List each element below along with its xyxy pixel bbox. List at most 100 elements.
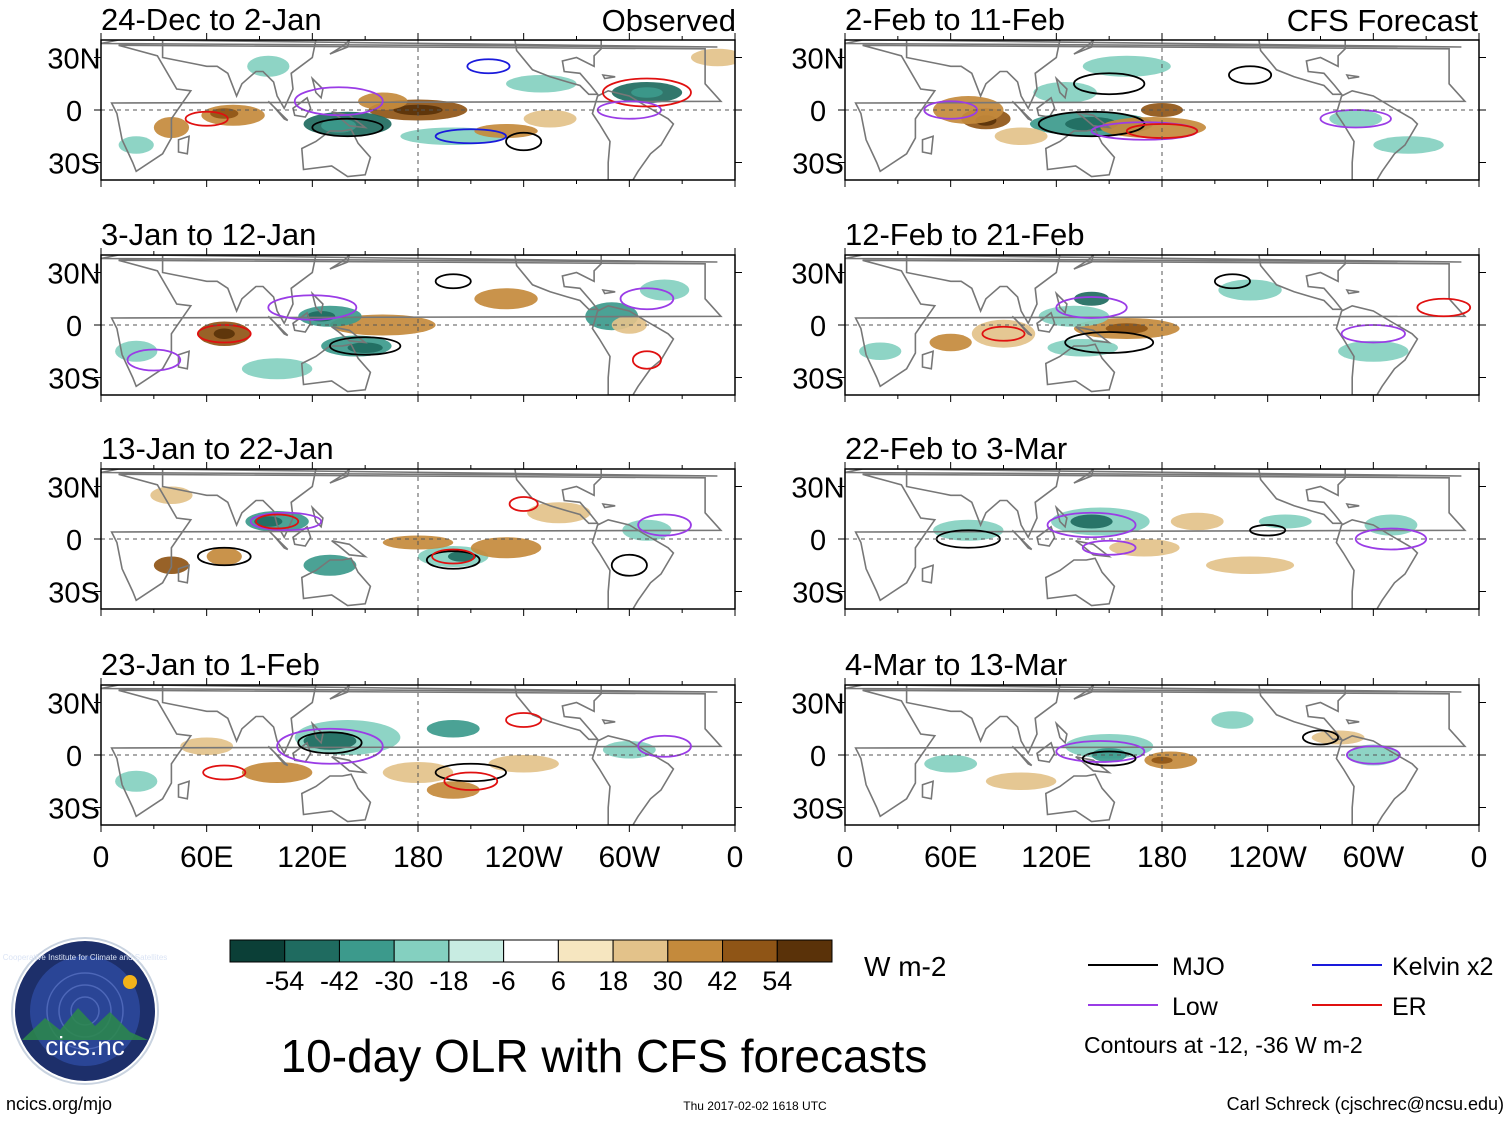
panel-period-title: 12-Feb to 21-Feb [845,217,1085,252]
land-outline [1258,685,1346,741]
land-outline [267,745,289,767]
colorbar-tick-label: 18 [598,966,628,996]
land-outline [1345,73,1360,80]
olr-anomaly-blob [859,342,902,360]
colorbar-tick-label: 54 [762,966,792,996]
olr-anomaly-blob [1070,514,1113,529]
legend-label-low: Low [1172,993,1219,1021]
lat-label: 0 [66,96,82,128]
wave-contour [1073,72,1146,96]
land-outline [905,40,1061,111]
land-outline [300,773,372,823]
figure-title: 10-day OLR with CFS forecasts [281,1030,928,1082]
olr-anomaly-blob [994,127,1048,145]
olr-anomaly-blob [150,486,193,504]
panel-map-area [101,469,735,609]
wave-contour [610,553,648,577]
olr-anomaly-blob [488,755,559,773]
legend-note: Contours at -12, -36 W m-2 [1084,1032,1363,1058]
wave-contour [505,712,543,728]
land-outline [1054,75,1068,100]
wave-contour [329,336,402,356]
wave-contour [923,100,978,120]
colorbar-swatch [722,939,778,963]
forecast-column-label: CFS Forecast [1287,3,1479,38]
land-outline [331,756,368,774]
land-outline [1011,745,1033,767]
colorbar-swatch [557,939,614,963]
logo-text: cics.nc [45,1031,124,1061]
olr-anomaly-blob [929,333,972,352]
panel-period-title: 4-Mar to 13-Mar [845,647,1067,682]
legend-label-kelvin: Kelvin x2 [1392,953,1493,981]
lat-label: 0 [66,311,82,343]
wave-contour [1055,740,1146,763]
land-outline [514,685,602,741]
olr-anomaly-blob [1170,512,1224,531]
wave-contour [1081,750,1137,767]
olr-anomaly-blob [470,537,542,559]
wave-contour [1055,296,1128,319]
lat-label: 30S [792,149,844,181]
land-outline [601,288,616,295]
land-outline [331,540,368,558]
colorbar-tick-label: -42 [320,966,359,996]
colorbar-swatch [448,939,505,963]
land-outline [854,473,1467,602]
land-outline [101,685,718,693]
land-outline [1036,741,1056,763]
legend-label-er: ER [1392,993,1427,1021]
wave-contour [1037,110,1146,138]
wave-contour [249,511,323,532]
lon-label: 0 [93,841,110,874]
lon-label: 60W [1342,841,1404,874]
website-link[interactable]: ncics.org/mjo [6,1094,112,1114]
lat-label: 30S [792,794,844,826]
wave-contour [425,550,481,570]
colorbar-swatch [229,939,286,963]
land-outline [110,259,723,388]
land-outline [1335,518,1419,609]
wave-contour [276,727,384,765]
land-outline [601,73,616,80]
land-outline [300,128,372,178]
land-outline [1345,718,1360,725]
land-outline [921,135,935,155]
colorbar-swatch [776,939,833,963]
panel-period-title: 2-Feb to 11-Feb [845,2,1065,37]
lat-label: 0 [810,311,826,343]
land-outline [177,564,191,584]
land-outline [161,469,317,540]
legend: MJO Kelvin x2 Low ER Contours at -12, -3… [1084,953,1493,1058]
land-outline [1044,773,1116,823]
forecast-panel-1: 30N 0 30S 2-Feb to 11-Feb [791,2,1486,187]
wave-contour [619,287,675,311]
land-outline [300,557,372,607]
lat-label: 30N [47,259,100,291]
land-outline [591,304,675,395]
olr-anomaly-blob [382,762,454,783]
wave-contour [434,273,472,290]
colorbar-tick-label: -30 [375,966,414,996]
lon-label: 120W [484,841,563,874]
land-outline [854,44,1467,173]
olr-anomaly-blob [506,75,577,93]
olr-anomaly-blob [426,781,480,799]
lat-label: 30N [47,44,100,76]
colorbar-swatch [667,939,724,963]
panel-map-area [845,255,1479,395]
olr-anomaly-blob [1073,291,1110,306]
land-outline [1345,502,1360,509]
land-outline [1073,255,1095,270]
lon-label: 0 [1471,841,1488,874]
land-outline [601,502,616,509]
wave-contour [1046,511,1137,539]
panel-map-area [845,685,1479,825]
wave-contour [1354,527,1428,551]
land-outline [1011,315,1033,337]
lat-label: 30N [47,473,100,505]
wave-contour [202,764,247,781]
land-outline [1054,720,1068,745]
colorbar-units: W m-2 [864,951,946,982]
